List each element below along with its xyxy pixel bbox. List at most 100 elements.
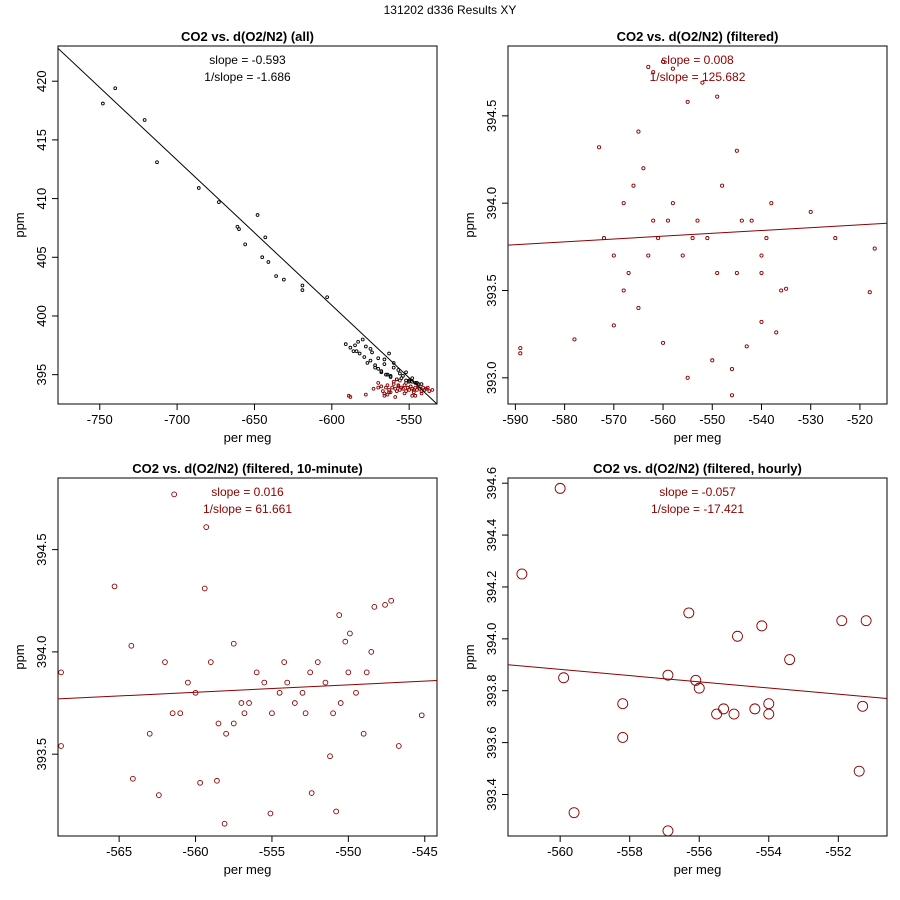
- x-tick-label: -552: [825, 844, 851, 859]
- data-point: [646, 253, 651, 258]
- data-point: [439, 387, 442, 390]
- data-point: [872, 246, 877, 251]
- fit-line: [58, 47, 437, 404]
- data-point: [348, 345, 353, 350]
- data-point: [388, 597, 395, 604]
- chart-title: CO2 vs. d(O2/N2) (all): [181, 29, 314, 44]
- data-point: [282, 277, 286, 282]
- data-point: [710, 358, 715, 363]
- data-points: [516, 482, 872, 836]
- data-point: [680, 253, 685, 258]
- x-tick-label: -700: [164, 412, 190, 427]
- data-point: [230, 720, 237, 727]
- y-tick-label: 394.5: [484, 100, 499, 133]
- data-point: [207, 659, 214, 665]
- data-point: [337, 700, 344, 706]
- data-point: [763, 698, 775, 710]
- x-axis-label: per meg: [224, 430, 272, 445]
- data-point: [660, 340, 666, 345]
- y-axis-label: ppm: [462, 644, 477, 669]
- data-point: [395, 743, 402, 749]
- data-point: [779, 288, 784, 293]
- data-point: [347, 630, 353, 637]
- data-point: [185, 679, 191, 686]
- data-point: [353, 343, 357, 348]
- data-point: [715, 270, 720, 276]
- data-point: [410, 393, 415, 398]
- inverse-slope-label: 1/slope = -17.421: [651, 502, 744, 516]
- y-tick-label: 394.0: [34, 636, 49, 669]
- data-point: [371, 604, 378, 610]
- data-point: [155, 160, 159, 165]
- slope-label: slope = 0.016: [211, 485, 284, 499]
- y-tick-label: 405: [34, 246, 49, 268]
- data-point: [394, 389, 399, 393]
- data-point: [368, 649, 375, 655]
- x-tick-label: -570: [601, 412, 627, 427]
- data-point: [732, 630, 743, 642]
- data-point: [348, 395, 353, 399]
- data-point: [260, 255, 265, 260]
- data-point: [690, 674, 702, 686]
- y-tick-label: 393.0: [484, 362, 499, 395]
- data-point: [808, 209, 813, 214]
- data-point: [327, 753, 333, 760]
- data-point: [729, 393, 735, 398]
- data-point: [197, 779, 203, 786]
- slope-label: slope = -0.593: [209, 53, 286, 67]
- x-tick-label: -555: [259, 844, 285, 859]
- plot-frame: [507, 477, 888, 837]
- data-point: [734, 148, 739, 153]
- data-point: [759, 319, 764, 324]
- y-tick-label: 394.0: [484, 187, 499, 220]
- y-tick-label: 415: [34, 129, 49, 151]
- y-tick-label: 393.5: [34, 738, 49, 771]
- data-point: [662, 825, 674, 836]
- plot-frame: [507, 45, 888, 405]
- data-point: [379, 384, 384, 389]
- data-point: [62, 46, 66, 47]
- data-point: [146, 730, 153, 737]
- data-point: [670, 201, 675, 206]
- data-point: [418, 712, 425, 719]
- data-point: [651, 218, 656, 223]
- data-point: [404, 370, 408, 375]
- chart-panel-3: CO2 vs. d(O2/N2) (filtered, 10-minute) -5…: [12, 461, 438, 877]
- data-point: [430, 388, 435, 392]
- x-tick-label: -558: [617, 844, 643, 859]
- data-point: [353, 689, 359, 696]
- data-point: [715, 94, 720, 99]
- x-tick-label: -560: [650, 412, 676, 427]
- data-point: [376, 356, 381, 361]
- data-point: [382, 601, 388, 608]
- x-tick-label: -530: [798, 412, 824, 427]
- data-point: [387, 390, 391, 395]
- x-tick-label: -554: [756, 844, 782, 859]
- inverse-slope-label: 1/slope = 61.661: [203, 502, 292, 516]
- data-point: [759, 270, 764, 276]
- data-point: [651, 70, 656, 75]
- data-point: [156, 792, 162, 798]
- data-point: [314, 659, 321, 665]
- data-point: [568, 807, 580, 819]
- data-point: [300, 288, 305, 292]
- data-point: [330, 710, 336, 717]
- data-point: [391, 365, 396, 370]
- data-point: [419, 382, 424, 386]
- data-point: [518, 346, 523, 351]
- inverse-slope-label: 1/slope = 125.682: [650, 70, 746, 84]
- data-point: [382, 362, 387, 366]
- data-point: [299, 689, 306, 696]
- data-point: [111, 583, 118, 590]
- data-point: [333, 808, 339, 815]
- data-point: [203, 524, 210, 530]
- data-point: [774, 330, 779, 335]
- data-point: [857, 700, 869, 712]
- data-point: [660, 59, 666, 64]
- y-tick-label: 394.5: [34, 533, 49, 566]
- data-point: [646, 64, 651, 70]
- data-point: [365, 361, 370, 365]
- x-tick-label: -550: [699, 412, 725, 427]
- data-point: [300, 283, 305, 288]
- data-point: [351, 349, 356, 354]
